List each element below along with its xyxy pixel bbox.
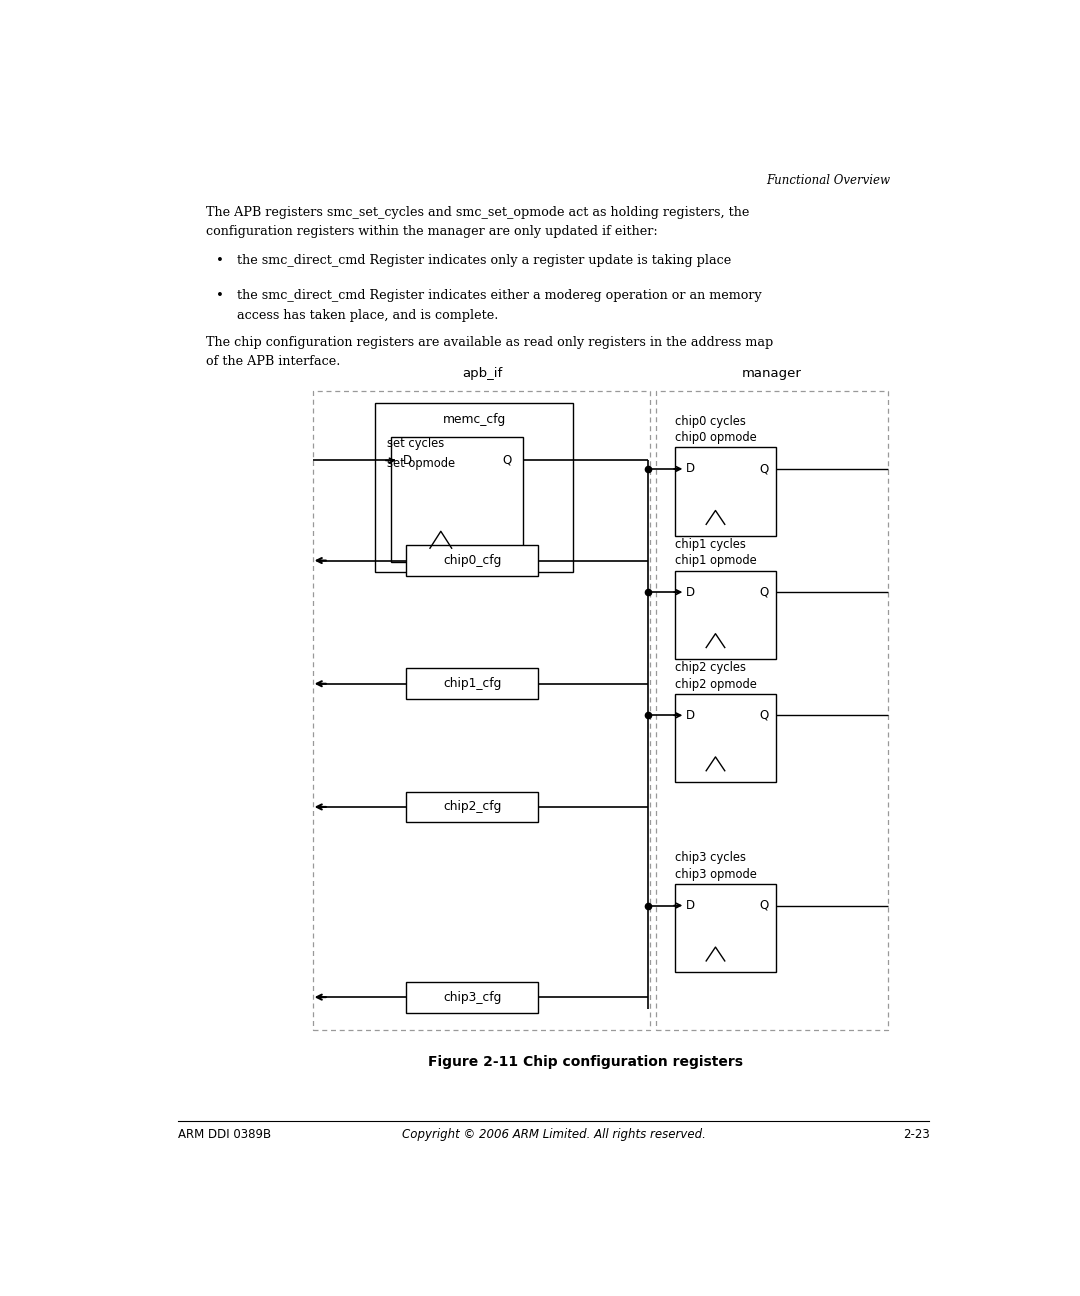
Text: Q: Q — [759, 463, 768, 476]
Text: The chip configuration registers are available as read only registers in the add: The chip configuration registers are ava… — [206, 336, 773, 368]
Bar — [406, 982, 538, 1012]
Bar — [375, 403, 572, 572]
Text: chip2_cfg: chip2_cfg — [443, 801, 501, 814]
Text: Q: Q — [759, 709, 768, 722]
Bar — [675, 693, 775, 783]
Text: set cycles: set cycles — [387, 437, 444, 450]
Text: chip1_cfg: chip1_cfg — [443, 678, 501, 691]
Text: D: D — [686, 586, 696, 599]
Text: Q: Q — [759, 586, 768, 599]
Bar — [675, 447, 775, 537]
Bar — [656, 391, 888, 1030]
Text: chip1 cycles
chip1 opmode: chip1 cycles chip1 opmode — [675, 538, 757, 568]
Text: Figure 2-11 Chip configuration registers: Figure 2-11 Chip configuration registers — [429, 1055, 743, 1069]
Text: chip2 cycles
chip2 opmode: chip2 cycles chip2 opmode — [675, 661, 757, 691]
Bar — [406, 669, 538, 699]
Text: D: D — [403, 454, 413, 467]
Text: chip3 cycles
chip3 opmode: chip3 cycles chip3 opmode — [675, 851, 757, 881]
Text: Q: Q — [502, 454, 512, 467]
Text: Q: Q — [759, 899, 768, 912]
Text: the smc_direct_cmd Register indicates only a register update is taking place: the smc_direct_cmd Register indicates on… — [238, 254, 731, 267]
Bar — [675, 884, 775, 972]
Text: Functional Overview: Functional Overview — [767, 174, 891, 187]
Text: memc_cfg: memc_cfg — [443, 413, 505, 426]
Text: the smc_direct_cmd Register indicates either a modereg operation or an memory
ac: the smc_direct_cmd Register indicates ei… — [238, 289, 762, 321]
Text: ARM DDI 0389B: ARM DDI 0389B — [177, 1128, 271, 1140]
Text: •: • — [216, 289, 225, 302]
Bar — [406, 792, 538, 823]
Text: D: D — [686, 709, 696, 722]
Bar — [406, 546, 538, 575]
Text: apb_if: apb_if — [462, 367, 502, 380]
Text: chip0 cycles
chip0 opmode: chip0 cycles chip0 opmode — [675, 415, 757, 445]
Bar — [391, 437, 523, 562]
Text: D: D — [686, 899, 696, 912]
Text: Copyright © 2006 ARM Limited. All rights reserved.: Copyright © 2006 ARM Limited. All rights… — [402, 1128, 705, 1140]
Text: •: • — [216, 254, 225, 267]
Text: set opmode: set opmode — [387, 456, 455, 469]
Text: chip3_cfg: chip3_cfg — [443, 990, 501, 1003]
Bar — [675, 570, 775, 660]
Text: D: D — [686, 463, 696, 476]
Text: manager: manager — [742, 367, 802, 380]
Text: 2-23: 2-23 — [903, 1128, 930, 1140]
Text: chip0_cfg: chip0_cfg — [443, 555, 501, 568]
Text: The APB registers smc_set_cycles and smc_set_opmode act as holding registers, th: The APB registers smc_set_cycles and smc… — [206, 206, 750, 238]
Bar — [313, 391, 650, 1030]
